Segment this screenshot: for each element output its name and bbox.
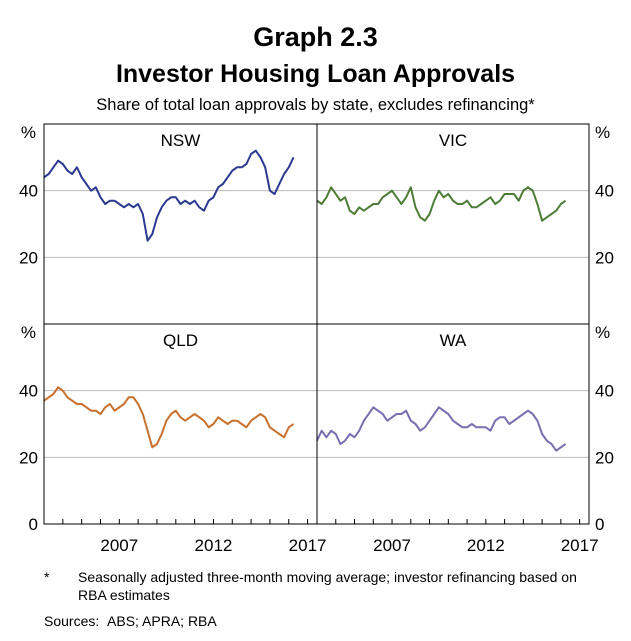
y-tick-label-right: 20: [595, 448, 614, 467]
sources-note: Sources: ABS; APRA; RBA: [44, 613, 217, 629]
footnote-text: Seasonally adjusted three-month moving a…: [78, 569, 577, 603]
y-unit-right: %: [595, 123, 610, 142]
y-tick-label-right: 0: [595, 515, 604, 534]
panel-label-vic: VIC: [439, 131, 467, 150]
y-tick-label-left: 40: [19, 182, 38, 201]
y-tick-label-right: 20: [595, 248, 614, 267]
y-unit-right: %: [595, 323, 610, 342]
y-unit-left: %: [21, 123, 36, 142]
panel-label-qld: QLD: [163, 331, 198, 350]
x-tick-label: 2012: [195, 536, 233, 555]
x-tick-label: 2007: [100, 536, 138, 555]
footnote-marker: *: [44, 569, 50, 585]
y-unit-left: %: [21, 323, 36, 342]
series-line-vic: [316, 186, 567, 222]
chart-subtitle: Share of total loan approvals by state, …: [96, 96, 535, 114]
x-tick-label: 2017: [561, 536, 599, 555]
x-tick-label: 2007: [373, 536, 411, 555]
series-line-qld: [43, 386, 295, 449]
y-tick-label-left: 40: [19, 382, 38, 401]
panel-label-nsw: NSW: [161, 131, 201, 150]
y-tick-label-left: 20: [19, 248, 38, 267]
graph-number: Graph 2.3: [253, 22, 378, 52]
y-tick-label-left: 20: [19, 448, 38, 467]
y-tick-label-left: 0: [29, 515, 38, 534]
series-line-nsw: [43, 149, 295, 242]
panel-label-wa: WA: [440, 331, 467, 350]
x-tick-label: 2017: [289, 536, 327, 555]
x-tick-label: 2012: [467, 536, 505, 555]
series-line-wa: [316, 406, 567, 452]
y-tick-label-right: 40: [595, 382, 614, 401]
chart-title: Investor Housing Loan Approvals: [115, 60, 516, 88]
y-tick-label-right: 40: [595, 182, 614, 201]
